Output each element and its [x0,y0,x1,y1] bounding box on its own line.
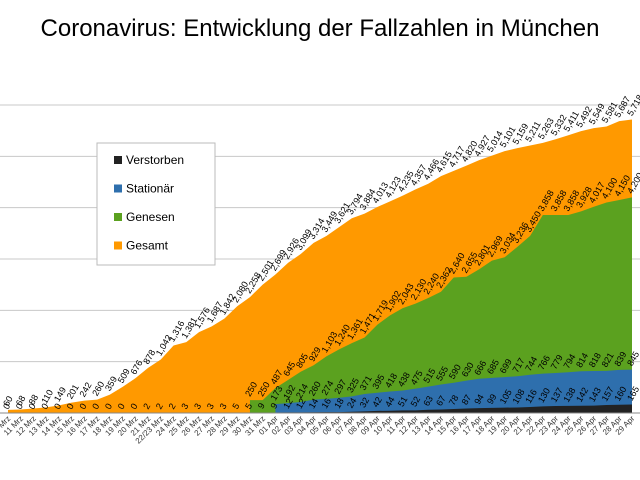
data-label: 94 [472,393,486,407]
data-label: 78 [447,393,461,407]
data-label: 0 [65,402,76,411]
legend-swatch [114,184,122,193]
legend-label: Verstorben [126,153,184,167]
data-label: 3 [205,402,216,411]
data-label: 0 [1,402,12,411]
data-label: 0 [116,402,127,411]
legend-swatch [114,156,122,164]
data-label: 2 [141,402,152,411]
data-label: 63 [421,394,435,408]
data-label: 42 [370,395,384,409]
data-label: 52 [409,395,423,409]
data-label: 99 [485,392,499,406]
data-label: 0 [27,402,38,411]
data-label: 3 [179,402,190,411]
legend-swatch [114,241,122,250]
legend-label: Stationär [126,182,174,196]
data-label: 60 [1,394,15,408]
data-label: 0 [14,402,25,411]
data-label: 0 [90,402,101,411]
data-label: 2 [154,402,165,411]
data-label: 16 [319,397,333,411]
legend-label: Genesen [126,210,175,224]
area-1 [249,197,633,413]
legend-swatch [114,213,122,221]
data-label: 87 [460,393,474,407]
plot: 60 68 88 1101492012422603595096768781,0421,… [0,93,640,414]
data-label: 0 [77,402,88,411]
data-label: 3 [192,402,203,411]
data-label: 67 [434,394,448,408]
data-label: 14 [307,397,321,411]
data-label: 68 [14,394,28,408]
chart-title: Coronavirus: Entwicklung der Fallzahlen … [41,15,600,42]
area-3 [8,404,632,413]
data-label: 12 [294,397,308,411]
data-label: 0 [103,402,114,411]
data-label: 44 [383,395,397,409]
data-label: 0 [52,402,63,411]
data-label: 88 [27,393,41,407]
data-label: 51 [396,395,410,409]
data-label: 18 [332,396,346,410]
data-label: 32 [358,396,372,410]
data-label: 5 [243,401,254,410]
data-label: 0 [39,402,50,411]
data-label: 3 [218,402,229,411]
data-label: 24 [345,396,359,410]
data-label: 9 [269,401,280,410]
data-label: 2 [167,402,178,411]
legend-label: Gesamt [126,239,169,253]
data-label: 12 [281,397,295,411]
data-label: 9 [256,401,267,410]
data-label: 0 [128,402,139,411]
data-label: 5 [230,401,241,410]
area-2 [275,369,632,413]
legend: Verstorben Stationär Genesen Gesamt [96,142,216,266]
